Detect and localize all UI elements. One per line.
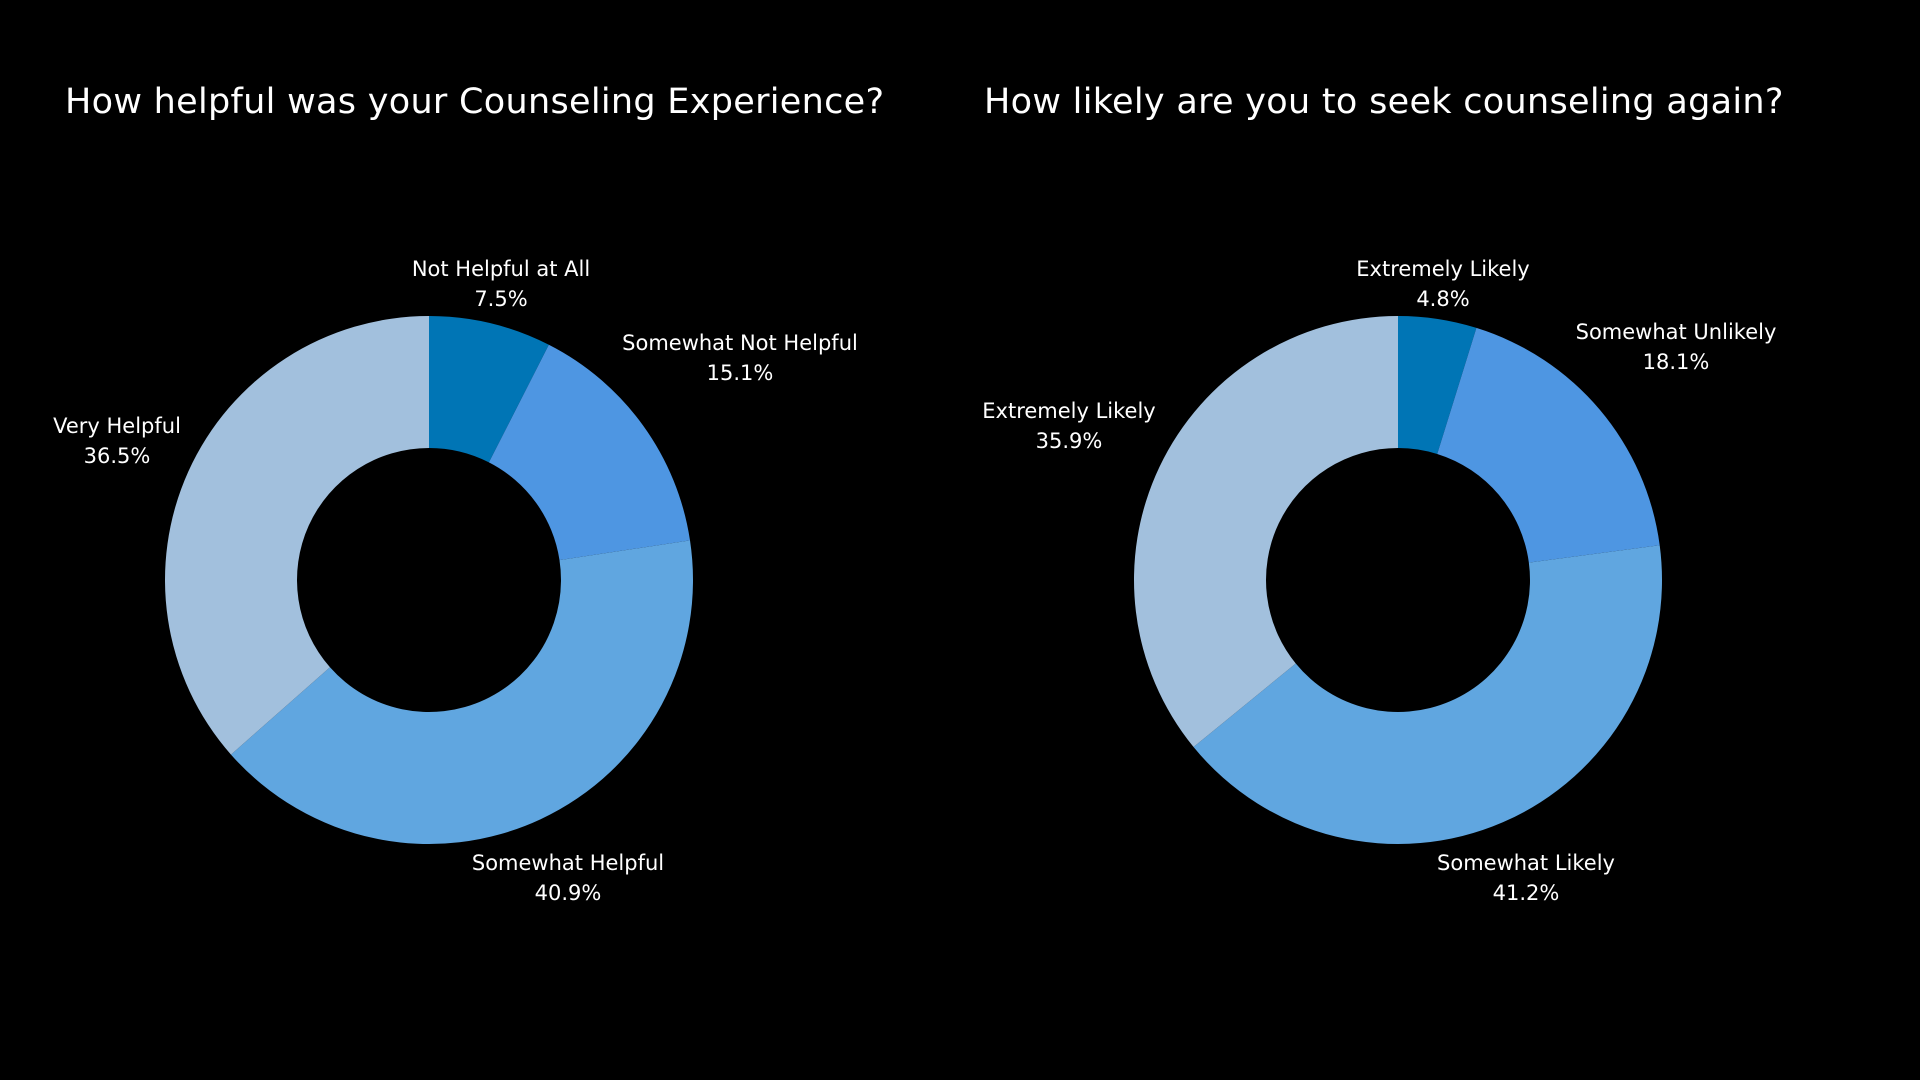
slice-value-label: 40.9%	[535, 881, 602, 905]
slice-category-label: Somewhat Unlikely	[1576, 320, 1777, 344]
donut-slice-somewhat-not-helpful	[488, 344, 691, 561]
slice-category-label: Very Helpful	[53, 414, 181, 438]
slice-category-label: Somewhat Helpful	[472, 851, 664, 875]
slice-category-label: Somewhat Likely	[1437, 851, 1615, 875]
donut-slice-very-helpful	[165, 316, 429, 755]
chart-title-helpfulness: How helpful was your Counseling Experien…	[65, 82, 885, 122]
donut-slice-extremely-likely	[1134, 316, 1398, 747]
donut-slice-somewhat-likely	[1193, 545, 1662, 844]
slice-category-label: Extremely Likely	[1356, 257, 1529, 281]
donut-slice-somewhat-unlikely	[1437, 327, 1660, 563]
slice-value-label: 4.8%	[1416, 287, 1469, 311]
slice-value-label: 7.5%	[474, 287, 527, 311]
donut-slice-extremely-likely	[1398, 316, 1477, 454]
slice-value-label: 35.9%	[1036, 429, 1103, 453]
slice-value-label: 18.1%	[1643, 350, 1710, 374]
donut-chart-helpfulness: Not Helpful at All 7.5% Somewhat Not Helpf…	[53, 257, 858, 905]
slice-category-label: Extremely Likely	[982, 399, 1155, 423]
donut-chart-likelihood: Extremely Likely 4.8% Somewhat Unlikely 18.…	[982, 257, 1776, 905]
donut-slice-somewhat-helpful	[230, 540, 694, 845]
slice-category-label: Somewhat Not Helpful	[622, 331, 858, 355]
slice-value-label: 36.5%	[84, 444, 151, 468]
donut-slice-not-helpful-at-all	[429, 316, 549, 463]
slice-value-label: 15.1%	[707, 361, 774, 385]
slice-value-label: 41.2%	[1493, 881, 1560, 905]
slice-category-label: Not Helpful at All	[412, 257, 590, 281]
chart-title-likelihood: How likely are you to seek counseling ag…	[984, 82, 1784, 122]
